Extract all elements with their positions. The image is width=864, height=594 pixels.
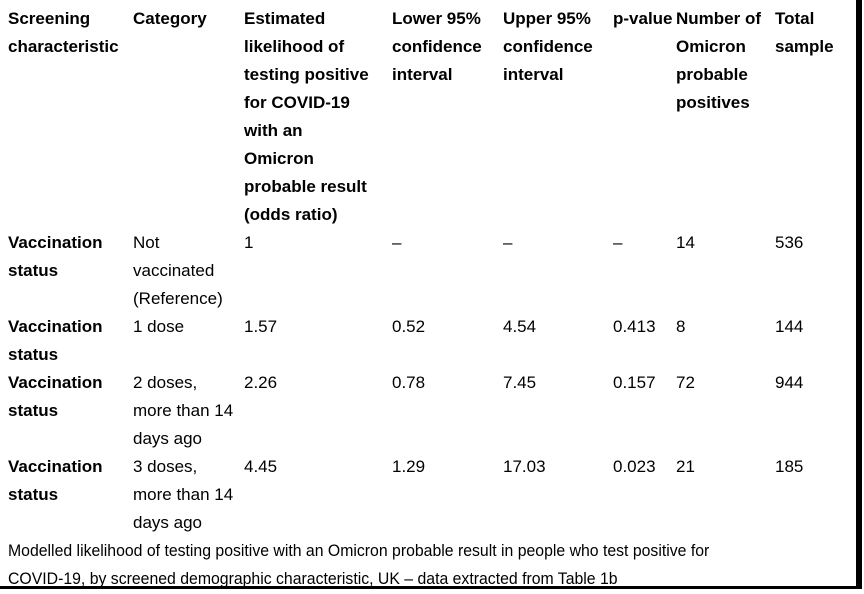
cell-total-sample: 536: [775, 233, 804, 252]
table-row: Vaccination status 2 doses, more than 14…: [8, 369, 856, 453]
cell-odds-ratio: 2.26: [244, 373, 278, 392]
col-header-p-value: p-value: [613, 9, 673, 28]
cell-characteristic: Vaccination status: [8, 457, 103, 504]
cell-p-value: 0.023: [613, 457, 656, 476]
cell-total-sample: 944: [775, 373, 804, 392]
table-row: Vaccination status 3 doses, more than 14…: [8, 453, 856, 537]
col-header-odds-ratio: Estimated likelihood of testing positive…: [244, 9, 369, 224]
cell-category: 1 dose: [133, 317, 185, 336]
table-bottom-border: [0, 586, 862, 589]
cell-upper-ci: 17.03: [503, 457, 546, 476]
cell-odds-ratio: 1: [244, 233, 254, 252]
cell-p-value: 0.157: [613, 373, 656, 392]
cell-p-value: 0.413: [613, 317, 656, 336]
table-caption-text: Modelled likelihood of testing positive …: [8, 541, 710, 588]
cell-odds-ratio: 1.57: [244, 317, 278, 336]
cell-omicron-positives: 72: [676, 373, 695, 392]
cell-characteristic: Vaccination status: [8, 373, 103, 420]
cell-omicron-positives: 14: [676, 233, 695, 252]
cell-upper-ci: 4.54: [503, 317, 537, 336]
results-table: Screening characteristic Category Estima…: [8, 5, 856, 537]
col-header-omicron-positives: Number of Omicron probable positives: [676, 9, 761, 112]
cell-omicron-positives: 21: [676, 457, 695, 476]
table-right-border: [856, 0, 862, 589]
cell-total-sample: 144: [775, 317, 804, 336]
cell-total-sample: 185: [775, 457, 804, 476]
header-row: Screening characteristic Category Estima…: [8, 5, 856, 229]
cell-lower-ci: 0.52: [392, 317, 426, 336]
cell-lower-ci: 0.78: [392, 373, 426, 392]
cell-lower-ci: 1.29: [392, 457, 426, 476]
cell-omicron-positives: 8: [676, 317, 686, 336]
cell-category: 3 doses, more than 14 days ago: [133, 457, 234, 532]
col-header-lower-ci: Lower 95% confidence interval: [392, 9, 482, 84]
cell-characteristic: Vaccination status: [8, 233, 103, 280]
col-header-total-sample: Total sample: [775, 9, 834, 56]
table-row: Vaccination status 1 dose 1.57 0.52 4.54…: [8, 313, 856, 369]
col-header-screening-characteristic: Screening characteristic: [8, 9, 119, 56]
table-row: Vaccination status Not vaccinated (Refer…: [8, 229, 856, 313]
cell-odds-ratio: 4.45: [244, 457, 278, 476]
cell-upper-ci: –: [503, 233, 513, 252]
cell-characteristic: Vaccination status: [8, 317, 103, 364]
table-caption: Modelled likelihood of testing positive …: [8, 537, 856, 593]
cell-category: Not vaccinated (Reference): [133, 233, 223, 308]
col-header-upper-ci: Upper 95% confidence interval: [503, 9, 593, 84]
cell-p-value: –: [613, 233, 623, 252]
cell-lower-ci: –: [392, 233, 402, 252]
cell-upper-ci: 7.45: [503, 373, 537, 392]
col-header-category: Category: [133, 9, 207, 28]
cell-category: 2 doses, more than 14 days ago: [133, 373, 234, 448]
